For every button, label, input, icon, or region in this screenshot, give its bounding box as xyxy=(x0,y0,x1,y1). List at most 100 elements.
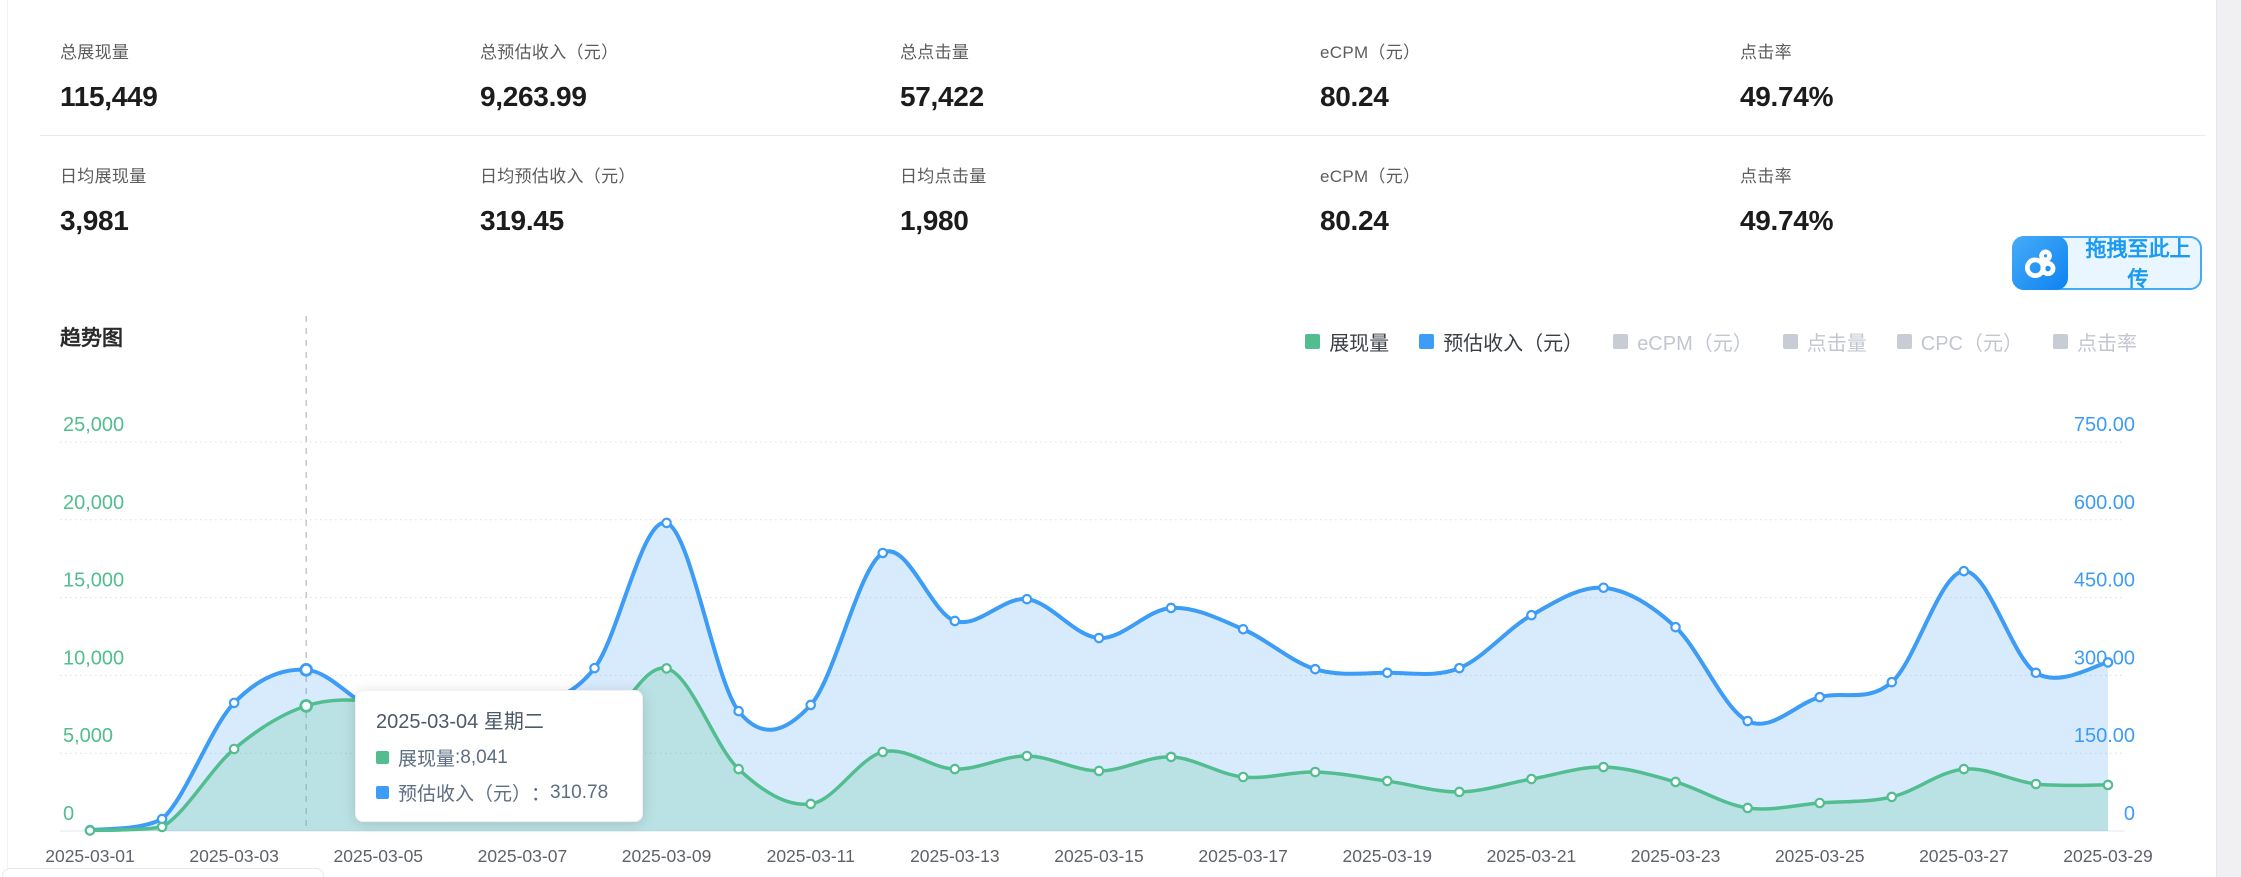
data-point-marker[interactable] xyxy=(733,763,744,775)
data-point-marker[interactable] xyxy=(1886,791,1898,803)
data-point-marker[interactable] xyxy=(1165,751,1177,763)
data-point-marker[interactable] xyxy=(1742,802,1753,814)
stat-value: 57,422 xyxy=(900,81,984,112)
data-point-marker[interactable] xyxy=(1454,662,1465,674)
data-point-marker[interactable] xyxy=(1958,565,1970,577)
stat-label: 总预估收入（元） xyxy=(480,43,619,62)
vertical-scrollbar[interactable] xyxy=(2216,0,2241,877)
legend-item-5[interactable]: 点击率 xyxy=(2053,327,2137,356)
data-point-marker[interactable] xyxy=(1670,621,1681,633)
data-point-marker[interactable] xyxy=(1598,582,1609,594)
data-point-marker[interactable] xyxy=(84,825,96,836)
x-axis-tick-label: 2025-03-25 xyxy=(1775,846,1865,866)
data-point-marker[interactable] xyxy=(1958,763,1970,775)
data-point-marker[interactable] xyxy=(1237,771,1249,783)
data-point-marker[interactable] xyxy=(661,663,672,674)
legend-swatch-icon xyxy=(1613,334,1629,349)
x-axis-tick-label: 2025-03-15 xyxy=(1054,846,1144,866)
data-point-marker[interactable] xyxy=(2102,779,2114,791)
legend-label: eCPM（元） xyxy=(1637,333,1753,355)
data-point-marker[interactable] xyxy=(1165,602,1177,614)
data-point-marker[interactable] xyxy=(661,517,672,529)
stat-daily-clicks: 日均点击量 1,980 xyxy=(900,162,1320,237)
right-axis-tick-label: 600.00 xyxy=(2074,492,2135,514)
data-point-marker[interactable] xyxy=(877,746,889,758)
data-point-marker[interactable] xyxy=(733,705,744,717)
tooltip-date: 2025-03-04 星期二 xyxy=(376,711,544,733)
stat-label: 日均展现量 xyxy=(60,167,147,186)
legend-swatch-icon xyxy=(1305,334,1321,349)
data-point-marker[interactable] xyxy=(1093,765,1105,777)
legend-label: 展现量 xyxy=(1329,333,1390,355)
data-point-marker[interactable] xyxy=(1526,609,1537,621)
stat-value: 80.24 xyxy=(1320,81,1389,112)
legend-label: CPC（元） xyxy=(1920,333,2023,355)
legend-swatch-icon xyxy=(1782,334,1798,349)
data-point-marker[interactable] xyxy=(1381,775,1393,787)
tooltip-separator: : xyxy=(455,746,461,768)
chart-legend: 展现量 预估收入（元） eCPM（元） 点击量 CPC（元） 点击率 xyxy=(1305,327,2137,356)
data-point-marker[interactable] xyxy=(1814,797,1826,809)
legend-item-1[interactable]: 预估收入（元） xyxy=(1419,327,1583,356)
data-point-marker[interactable] xyxy=(1598,761,1609,773)
legend-item-0[interactable]: 展现量 xyxy=(1305,327,1389,356)
legend-label: 预估收入（元） xyxy=(1443,333,1584,355)
data-point-marker[interactable] xyxy=(299,663,314,677)
stat-value: 49.74% xyxy=(1740,205,1834,236)
stat-label: 点击率 xyxy=(1740,43,1792,62)
data-point-marker[interactable] xyxy=(1526,773,1537,785)
x-axis-tick-label: 2025-03-05 xyxy=(334,846,424,866)
data-point-marker[interactable] xyxy=(805,798,817,810)
right-axis-tick-label: 450.00 xyxy=(2074,570,2135,592)
left-axis-tick-label: 20,000 xyxy=(63,492,124,514)
stat-label: 总展现量 xyxy=(60,43,130,62)
right-axis-tick-label: 0 xyxy=(2124,803,2135,825)
data-point-marker[interactable] xyxy=(1021,750,1033,762)
tooltip-value: 310.78 xyxy=(550,781,609,803)
data-point-marker[interactable] xyxy=(1454,786,1465,798)
tooltip-value: 8,041 xyxy=(460,746,508,768)
tooltip-row-impressions: 展现量: 8,041 xyxy=(376,744,622,771)
stats-row-total: 总展现量 115,449 总预估收入（元） 9,263.99 总点击量 57,4… xyxy=(60,38,2160,113)
tooltip-label: 展现量 xyxy=(398,749,456,770)
data-point-marker[interactable] xyxy=(1670,776,1681,788)
data-point-marker[interactable] xyxy=(1381,667,1393,679)
x-axis-tick-label: 2025-03-21 xyxy=(1487,846,1577,866)
data-point-marker[interactable] xyxy=(1886,676,1898,688)
data-point-marker[interactable] xyxy=(2102,657,2114,668)
data-point-marker[interactable] xyxy=(589,662,600,674)
stat-value: 319.45 xyxy=(480,205,564,236)
chart-tooltip: 2025-03-04 星期二 展现量: 8,041 预估收入（元）： 310.78 xyxy=(355,690,643,822)
data-point-marker[interactable] xyxy=(805,699,817,711)
series-swatch-icon xyxy=(376,786,389,799)
data-point-marker[interactable] xyxy=(156,821,168,833)
data-point-marker[interactable] xyxy=(2030,778,2042,790)
stat-value: 80.24 xyxy=(1320,205,1389,236)
stat-label: eCPM（元） xyxy=(1320,167,1421,186)
data-point-marker[interactable] xyxy=(228,697,240,709)
stat-label: 日均点击量 xyxy=(900,167,987,186)
legend-item-2[interactable]: eCPM（元） xyxy=(1613,327,1753,356)
legend-item-3[interactable]: 点击量 xyxy=(1782,327,1867,356)
data-point-marker[interactable] xyxy=(1093,632,1105,644)
legend-swatch-icon xyxy=(1896,334,1912,349)
data-point-marker[interactable] xyxy=(1021,593,1033,605)
data-point-marker[interactable] xyxy=(1309,766,1321,778)
stat-value: 49.74% xyxy=(1740,81,1834,112)
tooltip-row-revenue: 预估收入（元）： 310.78 xyxy=(376,779,622,806)
legend-item-4[interactable]: CPC（元） xyxy=(1896,327,2023,356)
baidu-netdisk-cloud-icon xyxy=(2012,236,2068,290)
data-point-marker[interactable] xyxy=(949,615,961,627)
data-point-marker[interactable] xyxy=(2030,667,2042,679)
data-point-marker[interactable] xyxy=(1742,715,1753,727)
data-point-marker[interactable] xyxy=(877,547,889,559)
data-point-marker[interactable] xyxy=(949,763,961,775)
data-point-marker[interactable] xyxy=(1309,663,1321,675)
drag-upload-dropzone[interactable]: 拖拽至此上传 xyxy=(2012,236,2202,291)
data-point-marker[interactable] xyxy=(1237,623,1249,635)
data-point-marker[interactable] xyxy=(299,699,314,713)
data-point-marker[interactable] xyxy=(1814,691,1826,703)
x-axis-tick-label: 2025-03-09 xyxy=(622,846,712,866)
data-point-marker[interactable] xyxy=(228,743,240,755)
